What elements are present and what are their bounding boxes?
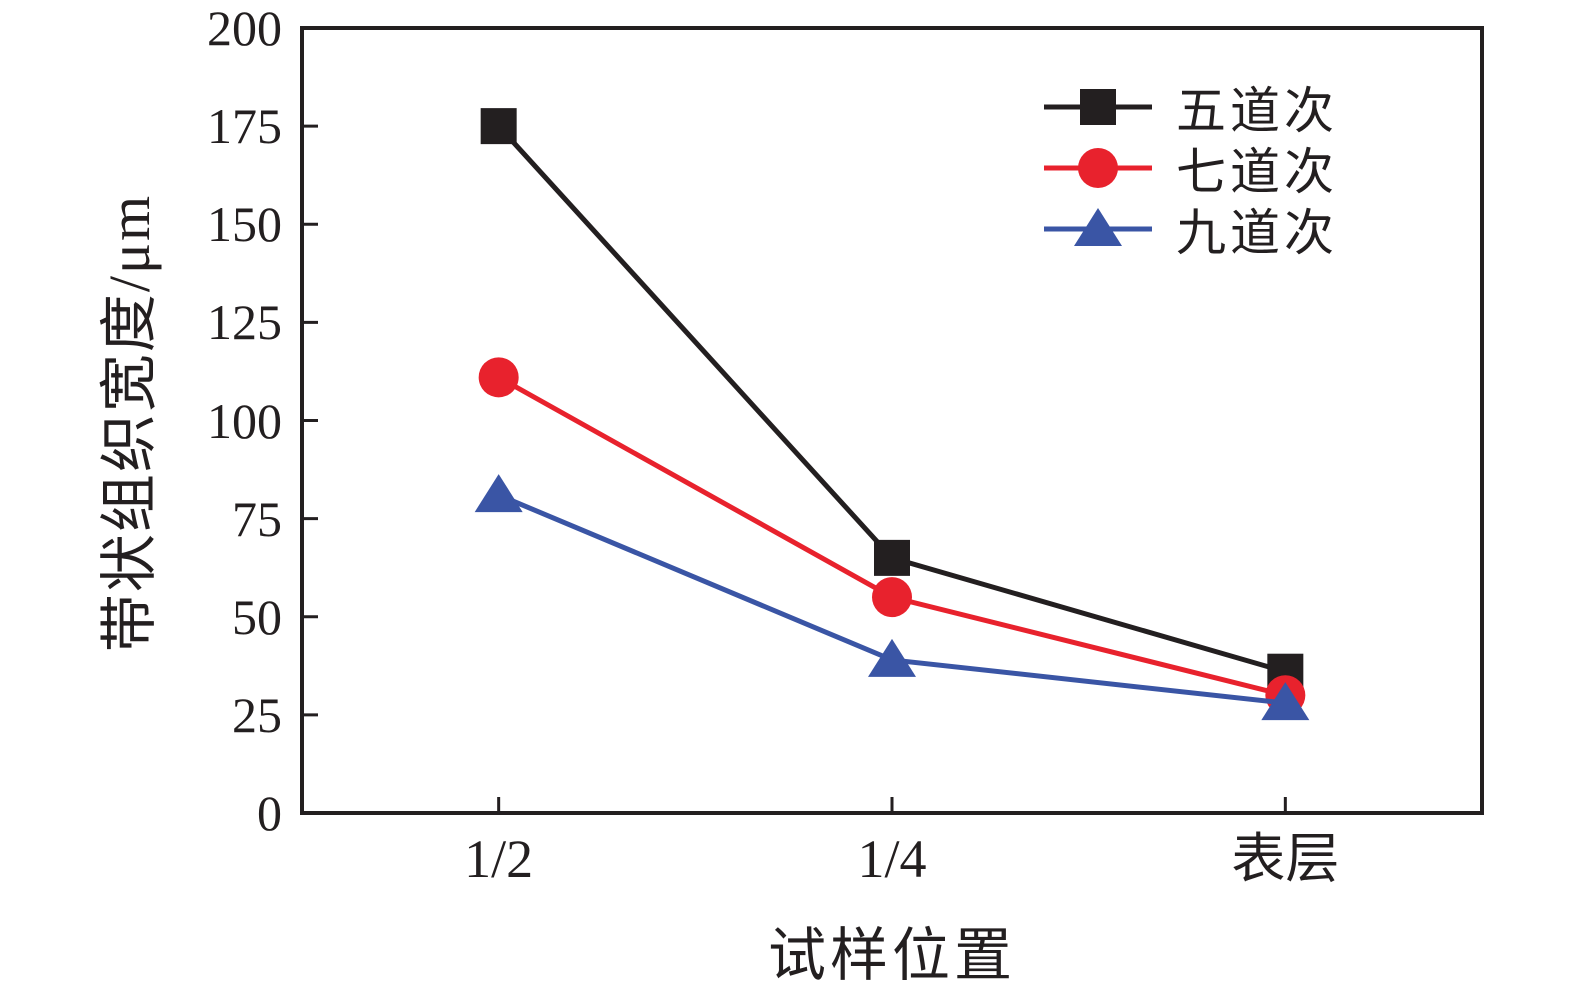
legend-label: 七道次 <box>1176 143 1338 200</box>
series-marker-triangle <box>1074 208 1122 246</box>
y-axis-title: 带状组织宽度/μm <box>97 193 162 653</box>
y-tick-label: 125 <box>207 294 282 351</box>
y-tick-label: 75 <box>232 490 282 547</box>
y-tick-label: 150 <box>207 196 282 253</box>
legend-swatch <box>1044 148 1152 188</box>
y-tick-label: 0 <box>257 785 282 841</box>
legend-item: 九道次 <box>1042 198 1338 261</box>
legend-swatch <box>1044 208 1152 246</box>
legend-label: 五道次 <box>1176 82 1338 139</box>
legend-swatch <box>1044 89 1152 125</box>
y-tick-label: 175 <box>207 98 282 155</box>
legend-label: 九道次 <box>1176 204 1338 261</box>
series-marker-triangle <box>868 638 916 677</box>
series-marker-square <box>480 108 517 145</box>
y-tick-label: 200 <box>207 0 282 56</box>
x-tick-label: 1/2 <box>464 829 534 889</box>
series-marker-square <box>1080 89 1116 125</box>
x-axis-title: 试样位置 <box>767 923 1016 986</box>
legend-item: 五道次 <box>1042 76 1338 139</box>
series-marker-circle <box>872 577 912 618</box>
series-marker-triangle <box>1261 682 1310 721</box>
series-marker-circle <box>1078 148 1118 188</box>
y-tick-label: 25 <box>232 686 282 743</box>
legend-item: 七道次 <box>1042 137 1338 200</box>
series-marker-square <box>874 539 910 576</box>
series-marker-triangle <box>474 474 523 513</box>
x-tick-label: 表层 <box>1231 829 1340 889</box>
y-tick-label: 100 <box>207 392 282 449</box>
series-marker-circle <box>478 357 519 398</box>
y-tick-label: 50 <box>232 588 282 645</box>
legend: 五道次 七道次 九道次 <box>1042 76 1338 261</box>
x-tick-label: 1/4 <box>857 829 927 889</box>
